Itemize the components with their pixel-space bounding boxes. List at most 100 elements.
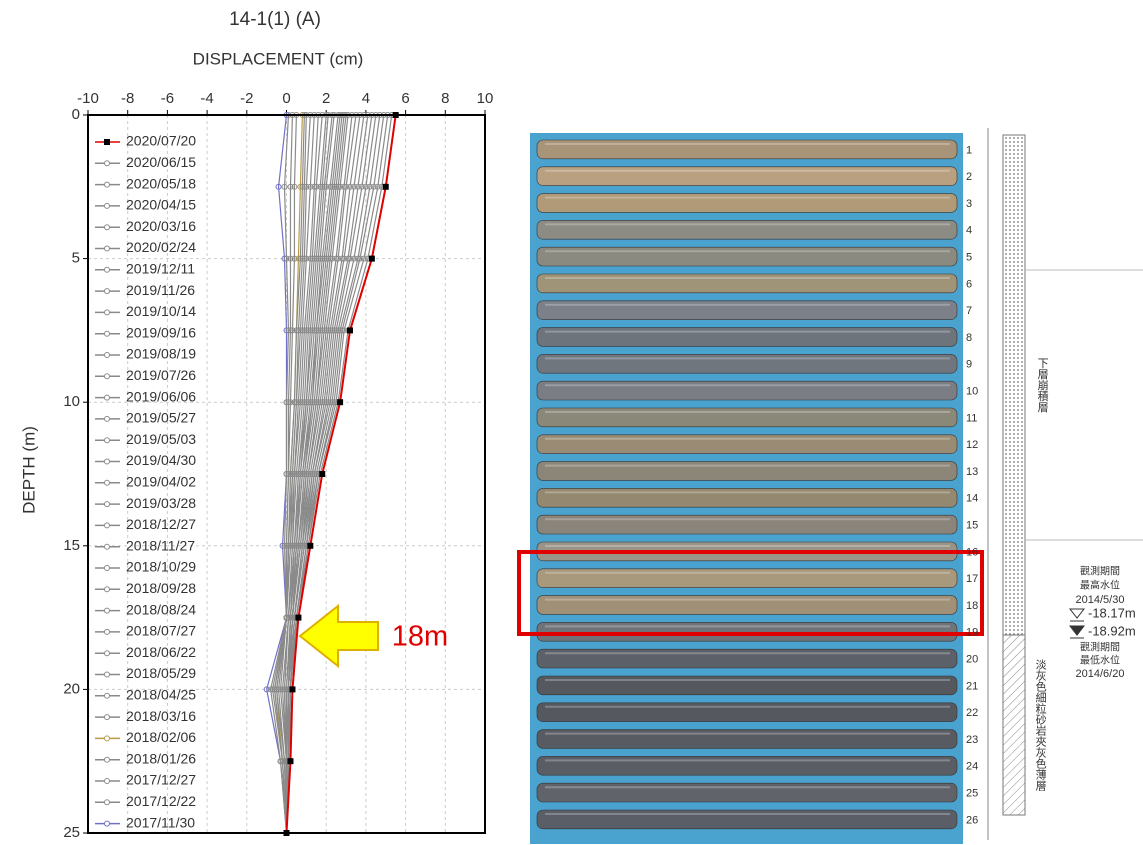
y-tick-label: 0 [72,106,80,123]
legend-marker [105,672,110,677]
box-number: 20 [966,654,978,666]
box-number: 26 [966,814,978,826]
box-number: 14 [966,493,978,505]
box-number: 10 [966,386,978,398]
legend-label: 2018/07/27 [126,623,196,639]
water-depth: -18.17m [1088,605,1136,620]
legend-label: 2020/02/24 [126,239,196,255]
legend-marker [105,544,110,549]
point [287,758,293,764]
legend-marker [105,416,110,421]
x-tick-label: -2 [240,90,253,107]
core-segment [537,435,957,454]
x-axis-label: DISPLACEMENT (cm) [193,49,364,68]
point [319,471,325,477]
legend-marker [105,246,110,251]
x-tick-label: -6 [161,90,174,107]
legend-marker [104,139,110,145]
box-number: 4 [966,225,972,237]
core-segment [537,194,957,213]
legend-marker [105,821,110,826]
core-segment [537,622,957,641]
core-photo [530,133,963,844]
water-symbol [1070,609,1084,621]
legend-marker [105,502,110,507]
core-segment [537,381,957,400]
core-segment [537,488,957,507]
core-segment [537,140,957,159]
legend-marker [105,310,110,315]
legend-label: 2019/11/26 [126,282,195,298]
legend-label: 2019/05/27 [126,410,196,426]
core-segment [537,810,957,829]
box-number: 23 [966,734,978,746]
legend-marker [105,757,110,762]
point [307,543,313,549]
box-number: 18 [966,600,978,612]
point [337,399,343,405]
box-number: 17 [966,573,978,585]
box-number: 25 [966,788,978,800]
legend-marker [105,566,110,571]
x-tick-label: -8 [121,90,134,107]
legend-marker [105,203,110,208]
core-segment [537,649,957,668]
legend-label: 2020/06/15 [126,154,196,170]
box-number: 2 [966,171,972,183]
legend-label: 2019/04/02 [126,474,196,490]
core-segment [537,220,957,239]
water-period: 觀測期間 [1080,641,1120,654]
water-period: 觀測期間 [1080,565,1120,578]
x-tick-label: 4 [362,90,370,107]
legend-marker [105,459,110,464]
core-segment [537,703,957,722]
core-segment [537,354,957,373]
legend-label: 2019/10/14 [126,303,196,319]
legend-marker [105,438,110,443]
legend-marker [105,629,110,634]
box-number: 21 [966,680,978,692]
water-date: 2014/5/30 [1076,594,1125,606]
box-number: 22 [966,707,978,719]
box-number: 7 [966,305,972,317]
box-number: 19 [966,627,978,639]
legend-marker [105,651,110,656]
figure: 14-1(1) (A) DISPLACEMENT (cm) DEPTH (m) … [0,0,1143,845]
legend-marker [105,736,110,741]
box-number: 8 [966,332,972,344]
legend-label: 2018/04/25 [126,687,196,703]
y-axis-label: DEPTH (m) [19,426,38,514]
core-segment [537,596,957,615]
legend-label: 2019/07/26 [126,367,196,383]
box-number: 5 [966,252,972,264]
legend-label: 2019/09/16 [126,324,196,340]
core-segment [537,730,957,749]
y-tick-label: 25 [63,824,80,841]
box-number: 9 [966,359,972,371]
legend-label: 2017/12/22 [126,793,196,809]
legend-label: 2019/03/28 [126,495,196,511]
legend-label: 2019/12/11 [126,261,195,277]
point [369,256,375,262]
water-label: 最低水位 [1080,654,1120,667]
box-number: 12 [966,439,978,451]
legend-label: 2017/11/30 [126,814,195,830]
legend-marker [105,800,110,805]
core-segment [537,515,957,534]
legend-marker [105,331,110,336]
legend-marker [105,267,110,272]
log-column: 下層崩積層 淡灰色細粒砂岩夾灰色薄層 觀測期間 最高水位 2014/5/30 -… [988,128,1143,840]
legend-marker [105,779,110,784]
legend-marker [105,587,110,592]
x-tick-label: 6 [401,90,409,107]
x-tick-label: -4 [200,90,213,107]
box-number: 16 [966,546,978,558]
legend-label: 2019/08/19 [126,346,196,362]
core-segment [537,756,957,775]
core-segment [537,676,957,695]
legend-marker [105,289,110,294]
legend-label: 2020/05/18 [126,175,196,191]
layer-label: 下層崩積層 [1036,358,1049,413]
legend-label: 2020/07/20 [126,133,196,149]
core-segment [537,301,957,320]
